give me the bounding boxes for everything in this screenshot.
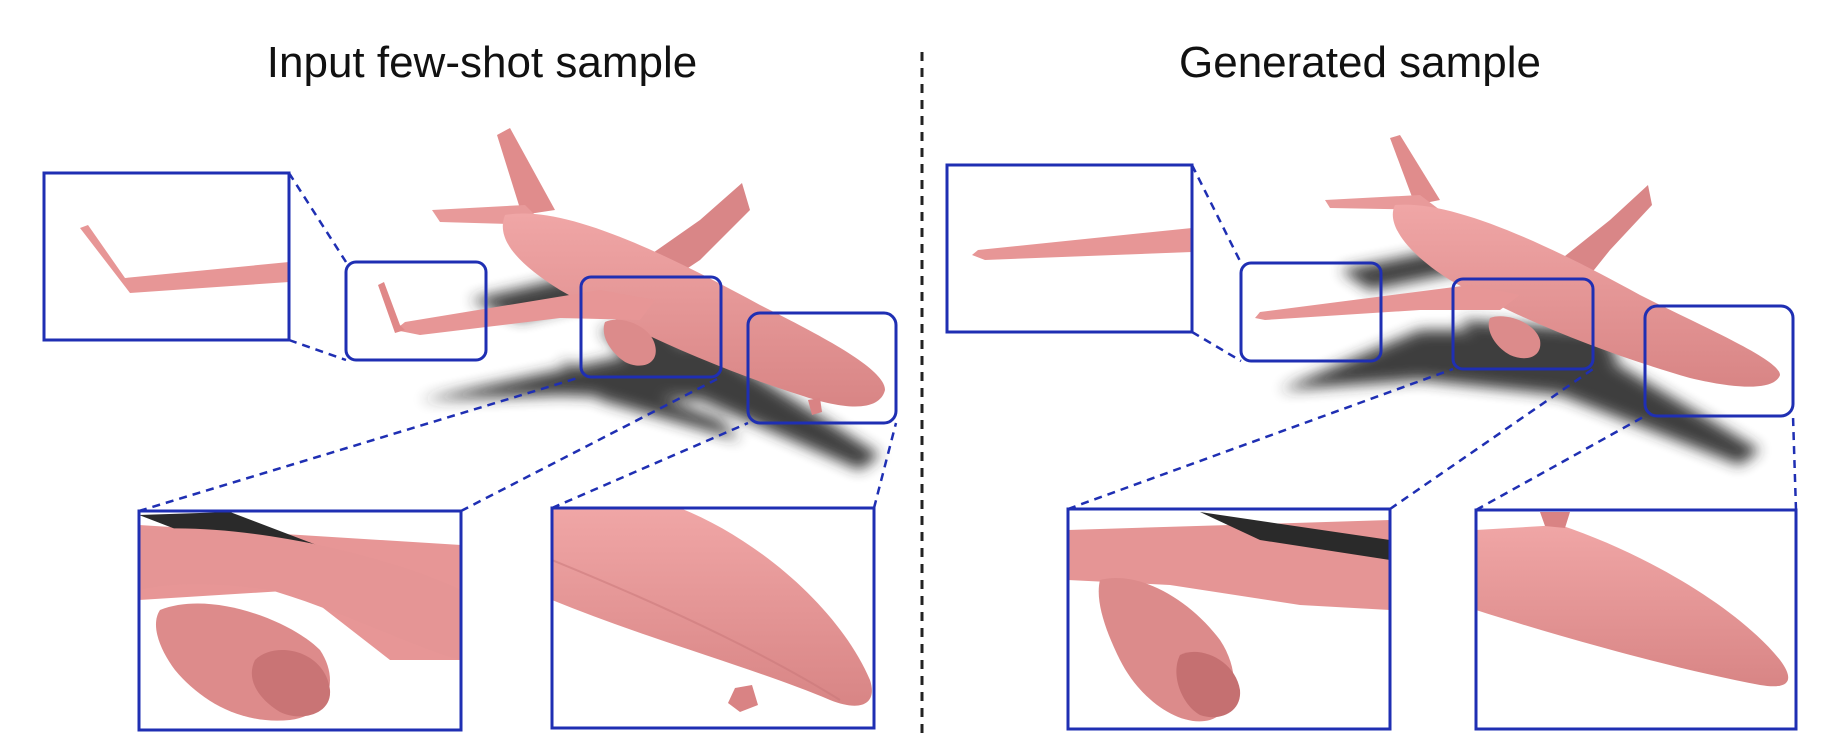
left-near-wing: [395, 290, 655, 335]
right-tail-fin: [1390, 135, 1440, 205]
right-fuselage: [1392, 204, 1780, 387]
right-zoom-engine: [1066, 507, 1392, 731]
left-panel-title: Input few-shot sample: [266, 38, 698, 87]
right-wing-callout: [1239, 261, 1383, 363]
right-engine: [1488, 316, 1541, 359]
left-engine: [603, 319, 656, 366]
right-zoom-nose: [1474, 508, 1798, 731]
left-fuselage: [502, 213, 885, 407]
left-wing-callout: [344, 260, 488, 362]
left-nose-gear: [808, 398, 822, 415]
left-tail-fin: [497, 128, 555, 215]
left-connectors: [138, 172, 898, 513]
right-panel-title: Generated sample: [1179, 38, 1541, 87]
left-winglet: [378, 282, 405, 333]
left-callouts: [344, 260, 898, 425]
left-airplane: [378, 128, 885, 470]
right-near-wing: [1255, 285, 1520, 320]
left-zoom-engine: [137, 509, 463, 732]
right-connectors: [1067, 164, 1798, 512]
left-far-wing: [640, 183, 750, 280]
right-engine-callout: [1451, 277, 1595, 371]
right-far-wing: [1560, 185, 1652, 275]
left-engine-callout: [579, 275, 723, 379]
left-nose-callout: [746, 311, 898, 425]
left-zoom-nose: [550, 506, 876, 730]
left-zoom-wing: [42, 171, 291, 342]
right-zoom-wing: [945, 163, 1194, 334]
right-nose-callout: [1643, 304, 1795, 418]
right-callouts: [1239, 261, 1795, 418]
